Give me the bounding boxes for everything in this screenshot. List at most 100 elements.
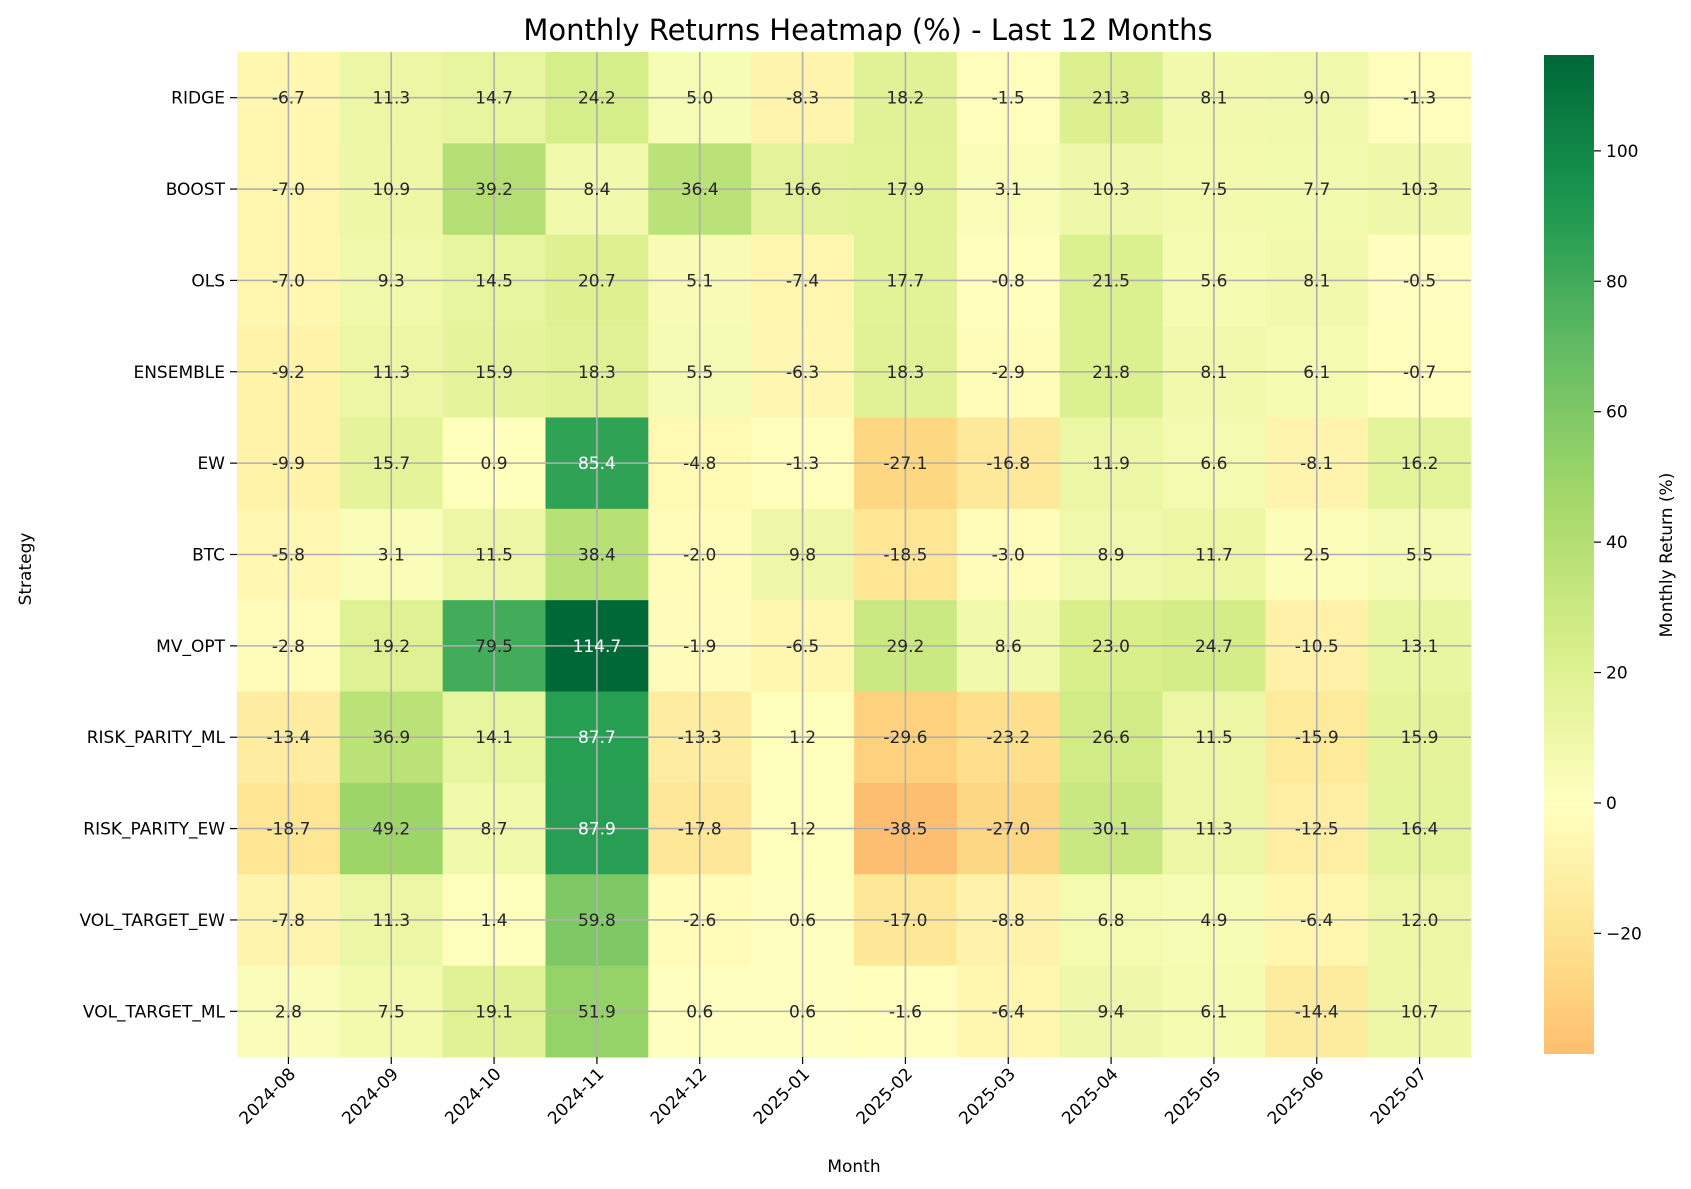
cell-value-label: 24.2	[578, 89, 616, 109]
cell-value-label: -8.8	[992, 911, 1025, 931]
cell-value-label: 24.7	[1195, 637, 1233, 657]
cell-value-label: -6.3	[786, 363, 819, 383]
cell-value-label: 114.7	[573, 637, 622, 657]
cell-value-label: 11.7	[1195, 546, 1233, 566]
x-axis-label: Month	[827, 1157, 880, 1177]
cell-value-label: 6.1	[1303, 363, 1330, 383]
cell-value-label: -7.0	[272, 271, 305, 291]
colorbar-ticks: −20 0 20 40 60 80 100	[1594, 142, 1642, 944]
cell-value-label: 8.9	[1098, 546, 1125, 566]
cell-value-label: 10.3	[1092, 180, 1130, 200]
cell-value-label: 1.4	[481, 911, 508, 931]
cell-value-label: 10.7	[1401, 1002, 1439, 1022]
cell-value-label: -5.8	[272, 546, 305, 566]
x-axis: 2024-08 2024-09 2024-10 2024-11 2024-12 2025-…	[236, 1057, 1431, 1129]
cell-value-label: 5.0	[686, 89, 713, 109]
cell-value-label: 11.3	[372, 911, 410, 931]
cell-value-label: -27.1	[883, 454, 927, 474]
cell-value-label: 51.9	[578, 1002, 616, 1022]
cell-value-label: 20.7	[578, 271, 616, 291]
cell-value-label: 8.7	[481, 820, 508, 840]
cell-value-label: 7.5	[1200, 180, 1227, 200]
colorbar: −20 0 20 40 60 80 100 Monthly Return (%)	[1544, 55, 1677, 1054]
cell-value-label: 59.8	[578, 911, 616, 931]
cell-value-label: -6.4	[1300, 911, 1333, 931]
cell-value-label: 9.0	[1303, 89, 1330, 109]
cell-value-label: -2.9	[992, 363, 1025, 383]
cell-value-label: 5.6	[1200, 271, 1227, 291]
colorbar-gradient	[1544, 55, 1594, 1054]
cell-value-label: 7.5	[378, 1002, 405, 1022]
y-tick-label: VOL_TARGET_EW	[79, 911, 225, 931]
y-tick-label: BTC	[192, 546, 225, 566]
cell-value-label: 17.7	[886, 271, 924, 291]
cell-value-label: 39.2	[475, 180, 513, 200]
cell-value-label: 0.6	[789, 911, 816, 931]
x-tick-label: 2025-04	[1058, 1064, 1122, 1128]
cell-value-label: -1.5	[992, 89, 1025, 109]
cell-value-label: 18.3	[578, 363, 616, 383]
cell-value-label: -2.8	[272, 637, 305, 657]
cell-value-label: 49.2	[372, 820, 410, 840]
x-tick-label: 2024-11	[544, 1064, 608, 1128]
colorbar-tick-label: 20	[1606, 664, 1628, 684]
cell-value-label: 11.3	[372, 363, 410, 383]
cell-value-label: 14.1	[475, 728, 513, 748]
cell-value-label: 18.3	[886, 363, 924, 383]
cell-value-label: -1.3	[1403, 89, 1436, 109]
x-tick-label: 2025-07	[1367, 1064, 1431, 1128]
cell-value-label: 8.1	[1200, 363, 1227, 383]
cell-value-label: -8.3	[786, 89, 819, 109]
cell-value-label: 15.9	[475, 363, 513, 383]
x-tick-label: 2025-03	[955, 1064, 1019, 1128]
cell-value-label: -17.8	[678, 820, 722, 840]
cell-value-label: -18.5	[883, 546, 927, 566]
heatmap-cell-labels: -6.7 11.3 14.7 24.2 5.0 -8.3 18.2 -1.5 21.3 8.1 9.…	[266, 89, 1438, 1023]
cell-value-label: -6.7	[272, 89, 305, 109]
chart-title: Monthly Returns Heatmap (%) - Last 12 Mo…	[523, 13, 1212, 47]
cell-value-label: 10.3	[1401, 180, 1439, 200]
cell-value-label: 11.9	[1092, 454, 1130, 474]
colorbar-tick-label: 100	[1606, 142, 1638, 162]
cell-value-label: 15.9	[1401, 728, 1439, 748]
cell-value-label: 9.4	[1098, 1002, 1125, 1022]
cell-value-label: 11.3	[1195, 820, 1233, 840]
cell-value-label: 17.9	[886, 180, 924, 200]
cell-value-label: 19.1	[475, 1002, 513, 1022]
cell-value-label: -1.9	[683, 637, 716, 657]
cell-value-label: -9.2	[272, 363, 305, 383]
x-tick-label: 2024-08	[236, 1064, 300, 1128]
cell-value-label: -0.8	[992, 271, 1025, 291]
x-tick-label: 2024-10	[441, 1064, 505, 1128]
cell-value-label: -1.6	[889, 1002, 922, 1022]
heatmap-grid	[237, 52, 1471, 1057]
cell-value-label: -38.5	[883, 820, 927, 840]
cell-value-label: 18.2	[886, 89, 924, 109]
cell-value-label: 4.9	[1200, 911, 1227, 931]
cell-value-label: 15.7	[372, 454, 410, 474]
y-tick-label: EW	[197, 454, 225, 474]
cell-value-label: 5.1	[686, 271, 713, 291]
colorbar-tick-label: 40	[1606, 533, 1628, 553]
cell-value-label: 3.1	[378, 546, 405, 566]
cell-value-label: -27.0	[986, 820, 1030, 840]
cell-value-label: 8.1	[1303, 271, 1330, 291]
cell-value-label: 0.9	[481, 454, 508, 474]
cell-value-label: 16.6	[784, 180, 822, 200]
x-tick-label: 2025-05	[1161, 1064, 1225, 1128]
cell-value-label: 0.6	[686, 1002, 713, 1022]
cell-value-label: -6.4	[992, 1002, 1025, 1022]
cell-value-label: -18.7	[266, 820, 310, 840]
cell-value-label: 9.8	[789, 546, 816, 566]
cell-value-label: 0.6	[789, 1002, 816, 1022]
cell-value-label: 26.6	[1092, 728, 1130, 748]
cell-value-label: 8.4	[583, 180, 610, 200]
cell-value-label: 12.0	[1401, 911, 1439, 931]
cell-value-label: 30.1	[1092, 820, 1130, 840]
y-tick-label: RIDGE	[171, 89, 225, 109]
y-tick-label: RISK_PARITY_ML	[87, 728, 226, 748]
cell-value-label: 1.2	[789, 728, 816, 748]
cell-value-label: -7.0	[272, 180, 305, 200]
